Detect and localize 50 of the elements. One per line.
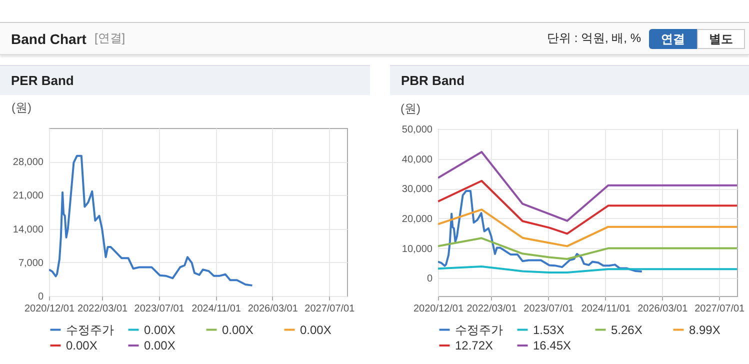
x-tick-label: 2024/11/01 — [581, 304, 631, 314]
y-axis-title: (원) — [400, 102, 420, 116]
x-tick-label: 2024/11/01 — [192, 304, 242, 314]
legend-label: 12.72X — [455, 338, 494, 352]
y-tick-label: 0 — [426, 274, 433, 285]
legend-label: 0.00X — [222, 322, 254, 337]
x-tick-label: 2022/03/01 — [78, 304, 128, 314]
line-series — [438, 208, 737, 248]
line-series — [438, 150, 737, 222]
legend-label: 0.00X — [300, 322, 332, 337]
legend-label: 0.00X — [66, 338, 98, 352]
x-tick-label: 2020/12/01 — [24, 304, 75, 314]
legend-label: 1.53X — [533, 322, 564, 337]
y-axis-title: (원) — [12, 100, 32, 114]
x-tick-label: 2023/07/01 — [134, 304, 185, 314]
y-tick-label: 7,000 — [18, 258, 44, 269]
text: Band Chart — [11, 30, 86, 46]
x-tick-label: 2027/07/01 — [694, 304, 746, 314]
x-tick-label: 2026/03/01 — [638, 304, 688, 314]
y-tick-label: 10,000 — [402, 244, 433, 255]
line-series — [438, 180, 737, 235]
y-tick-label: 14,000 — [12, 224, 44, 236]
x-tick-label: 2022/03/01 — [466, 304, 518, 314]
chart-title: PBR Band — [390, 65, 749, 95]
line-series — [49, 154, 254, 286]
y-tick-label: 21,000 — [12, 190, 44, 202]
x-tick-label: 2027/07/01 — [304, 304, 356, 314]
x-tick-label: 2020/12/01 — [413, 304, 464, 314]
legend-label: 0.00X — [144, 338, 176, 352]
text: 단위 : 억원, 배, % — [546, 30, 641, 47]
text: 연결 — [649, 28, 697, 48]
y-tick-label: 40,000 — [402, 154, 433, 166]
line-series — [438, 190, 643, 273]
y-tick-label: 0 — [38, 292, 44, 302]
legend-label: 8.99X — [689, 322, 720, 337]
y-tick-label: 20,000 — [402, 214, 433, 225]
y-tick-label: 50,000 — [402, 124, 433, 136]
y-tick-label: 30,000 — [402, 184, 433, 196]
chart-title: PER Band — [0, 65, 370, 95]
text: [연결] — [94, 30, 126, 47]
text: 별도 — [697, 28, 745, 48]
legend-label: 0.00X — [144, 322, 176, 337]
y-tick-label: 28,000 — [12, 157, 44, 168]
line-series — [438, 237, 737, 260]
legend-label: 16.45X — [533, 338, 572, 352]
legend-label: 수정주가 — [455, 322, 503, 337]
x-tick-label: 2023/07/01 — [524, 304, 574, 314]
legend-label: 수정주가 — [66, 322, 114, 337]
x-tick-label: 2026/03/01 — [248, 304, 298, 314]
legend-label: 5.26X — [611, 322, 642, 337]
